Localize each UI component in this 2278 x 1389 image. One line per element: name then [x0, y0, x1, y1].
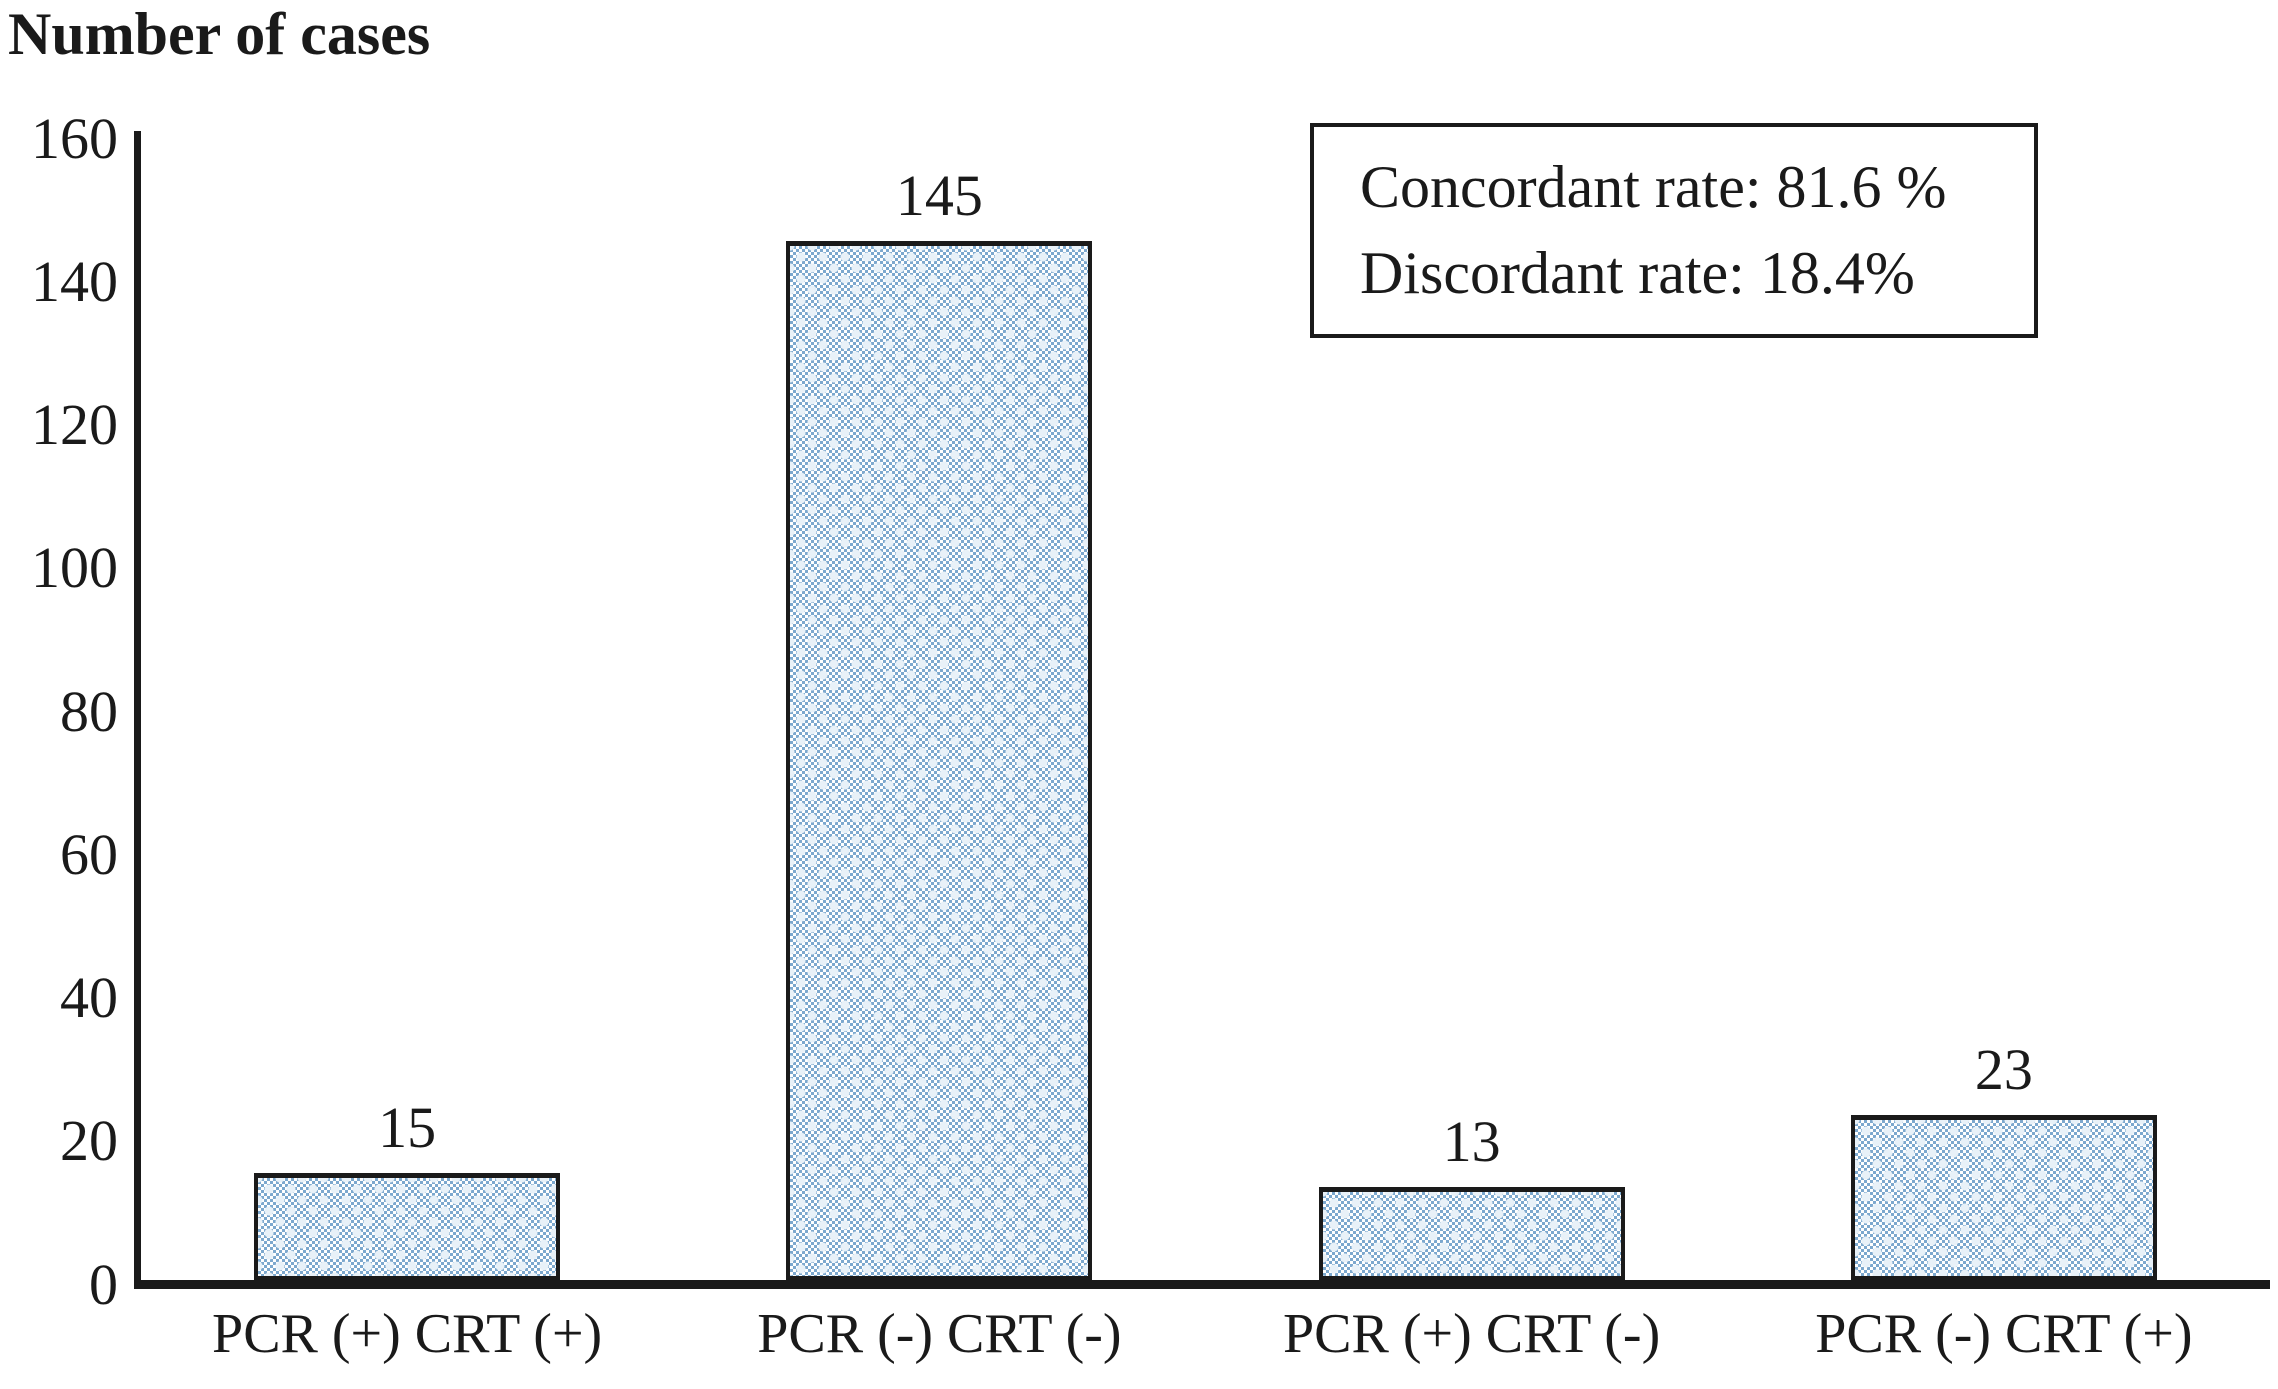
bar [1850, 1115, 2157, 1280]
plot-area: 15 145 13 23 [141, 134, 2270, 1280]
bar-value-label: 13 [1442, 1108, 1501, 1174]
bars-row: 15 145 13 23 [141, 134, 2270, 1280]
annotation-box: Concordant rate: 81.6 % Discordant rate:… [1310, 123, 2038, 338]
discordant-rate-text: Discordant rate: 18.4% [1360, 239, 1915, 306]
bar-group: 145 [673, 134, 1205, 1280]
y-axis-tick-labels: 160 140 120 100 80 60 40 20 0 [31, 105, 118, 1317]
x-category-label: PCR (-) CRT (+) [1815, 1303, 2193, 1365]
x-category-label: PCR (+) CRT (-) [1283, 1303, 1661, 1365]
x-axis-line [134, 1280, 2270, 1289]
bar-value-label: 23 [1974, 1037, 2033, 1103]
x-category-label: PCR (+) CRT (+) [212, 1303, 603, 1365]
chart-title: Number of cases [8, 1, 431, 67]
x-category-label: PCR (-) CRT (-) [757, 1303, 1122, 1365]
bar-value-label: 145 [895, 163, 983, 229]
concordant-rate-text: Concordant rate: 81.6 % [1360, 154, 1947, 221]
y-axis-line [134, 131, 141, 1289]
bar [254, 1172, 561, 1280]
bar-value-label: 15 [378, 1094, 437, 1160]
bar-group: 15 [141, 134, 673, 1280]
x-axis-category-labels: PCR (+) CRT (+) PCR (-) CRT (-) PCR (+) … [141, 1302, 2270, 1366]
bar [1318, 1186, 1625, 1280]
bar-group: 13 [1206, 134, 1738, 1280]
bar [786, 241, 1093, 1280]
bar-group: 23 [1738, 134, 2270, 1280]
